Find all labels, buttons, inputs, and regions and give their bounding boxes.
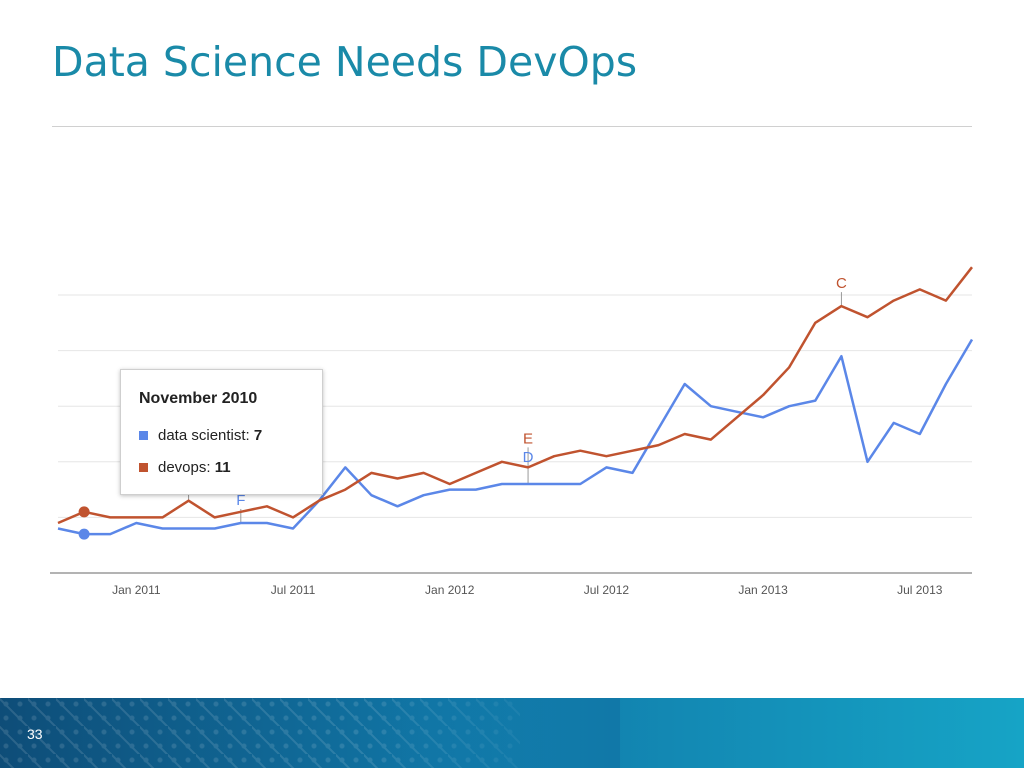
tooltip-row-data-scientist: data scientist: 7 (139, 427, 262, 444)
x-tick-label: Jan 2012 (425, 583, 475, 597)
legend-swatch-icon (139, 430, 148, 440)
page-number: 33 (27, 726, 43, 742)
x-tick-label: Jul 2013 (897, 583, 943, 597)
slide-title: Data Science Needs DevOps (52, 38, 638, 86)
tooltip-title: November 2010 (139, 390, 258, 407)
title-divider (52, 126, 972, 127)
x-tick-label: Jan 2013 (738, 583, 788, 597)
tooltip-row-devops: devops: 11 (139, 459, 231, 476)
hover-tooltip: November 2010 data scientist: 7 devops: … (120, 369, 323, 495)
x-tick-label: Jan 2011 (112, 583, 161, 597)
tooltip-value: 7 (253, 427, 263, 444)
tooltip-label: devops: (158, 459, 211, 476)
annotation-label-c: C (836, 275, 847, 292)
hover-point (78, 528, 90, 540)
series-line-data-scientist (57, 338, 974, 536)
annotation-label-f: F (236, 492, 245, 509)
trends-chart: Jan 2011 Jul 2011 Jan 2012 Jul 2012 Jan 2013… (50, 266, 974, 597)
tooltip-value: 11 (214, 459, 231, 476)
x-tick-label: Jul 2012 (584, 583, 630, 597)
tooltip-label: data scientist: (158, 427, 250, 444)
annotation-label-e: E (523, 430, 533, 447)
annotation-label-d: D (523, 449, 534, 466)
footer-bar: 33 (0, 698, 1024, 768)
legend-swatch-icon (139, 462, 148, 472)
x-tick-label: Jul 2011 (271, 583, 316, 597)
series-line-devops (57, 266, 973, 525)
hover-point (78, 506, 90, 518)
